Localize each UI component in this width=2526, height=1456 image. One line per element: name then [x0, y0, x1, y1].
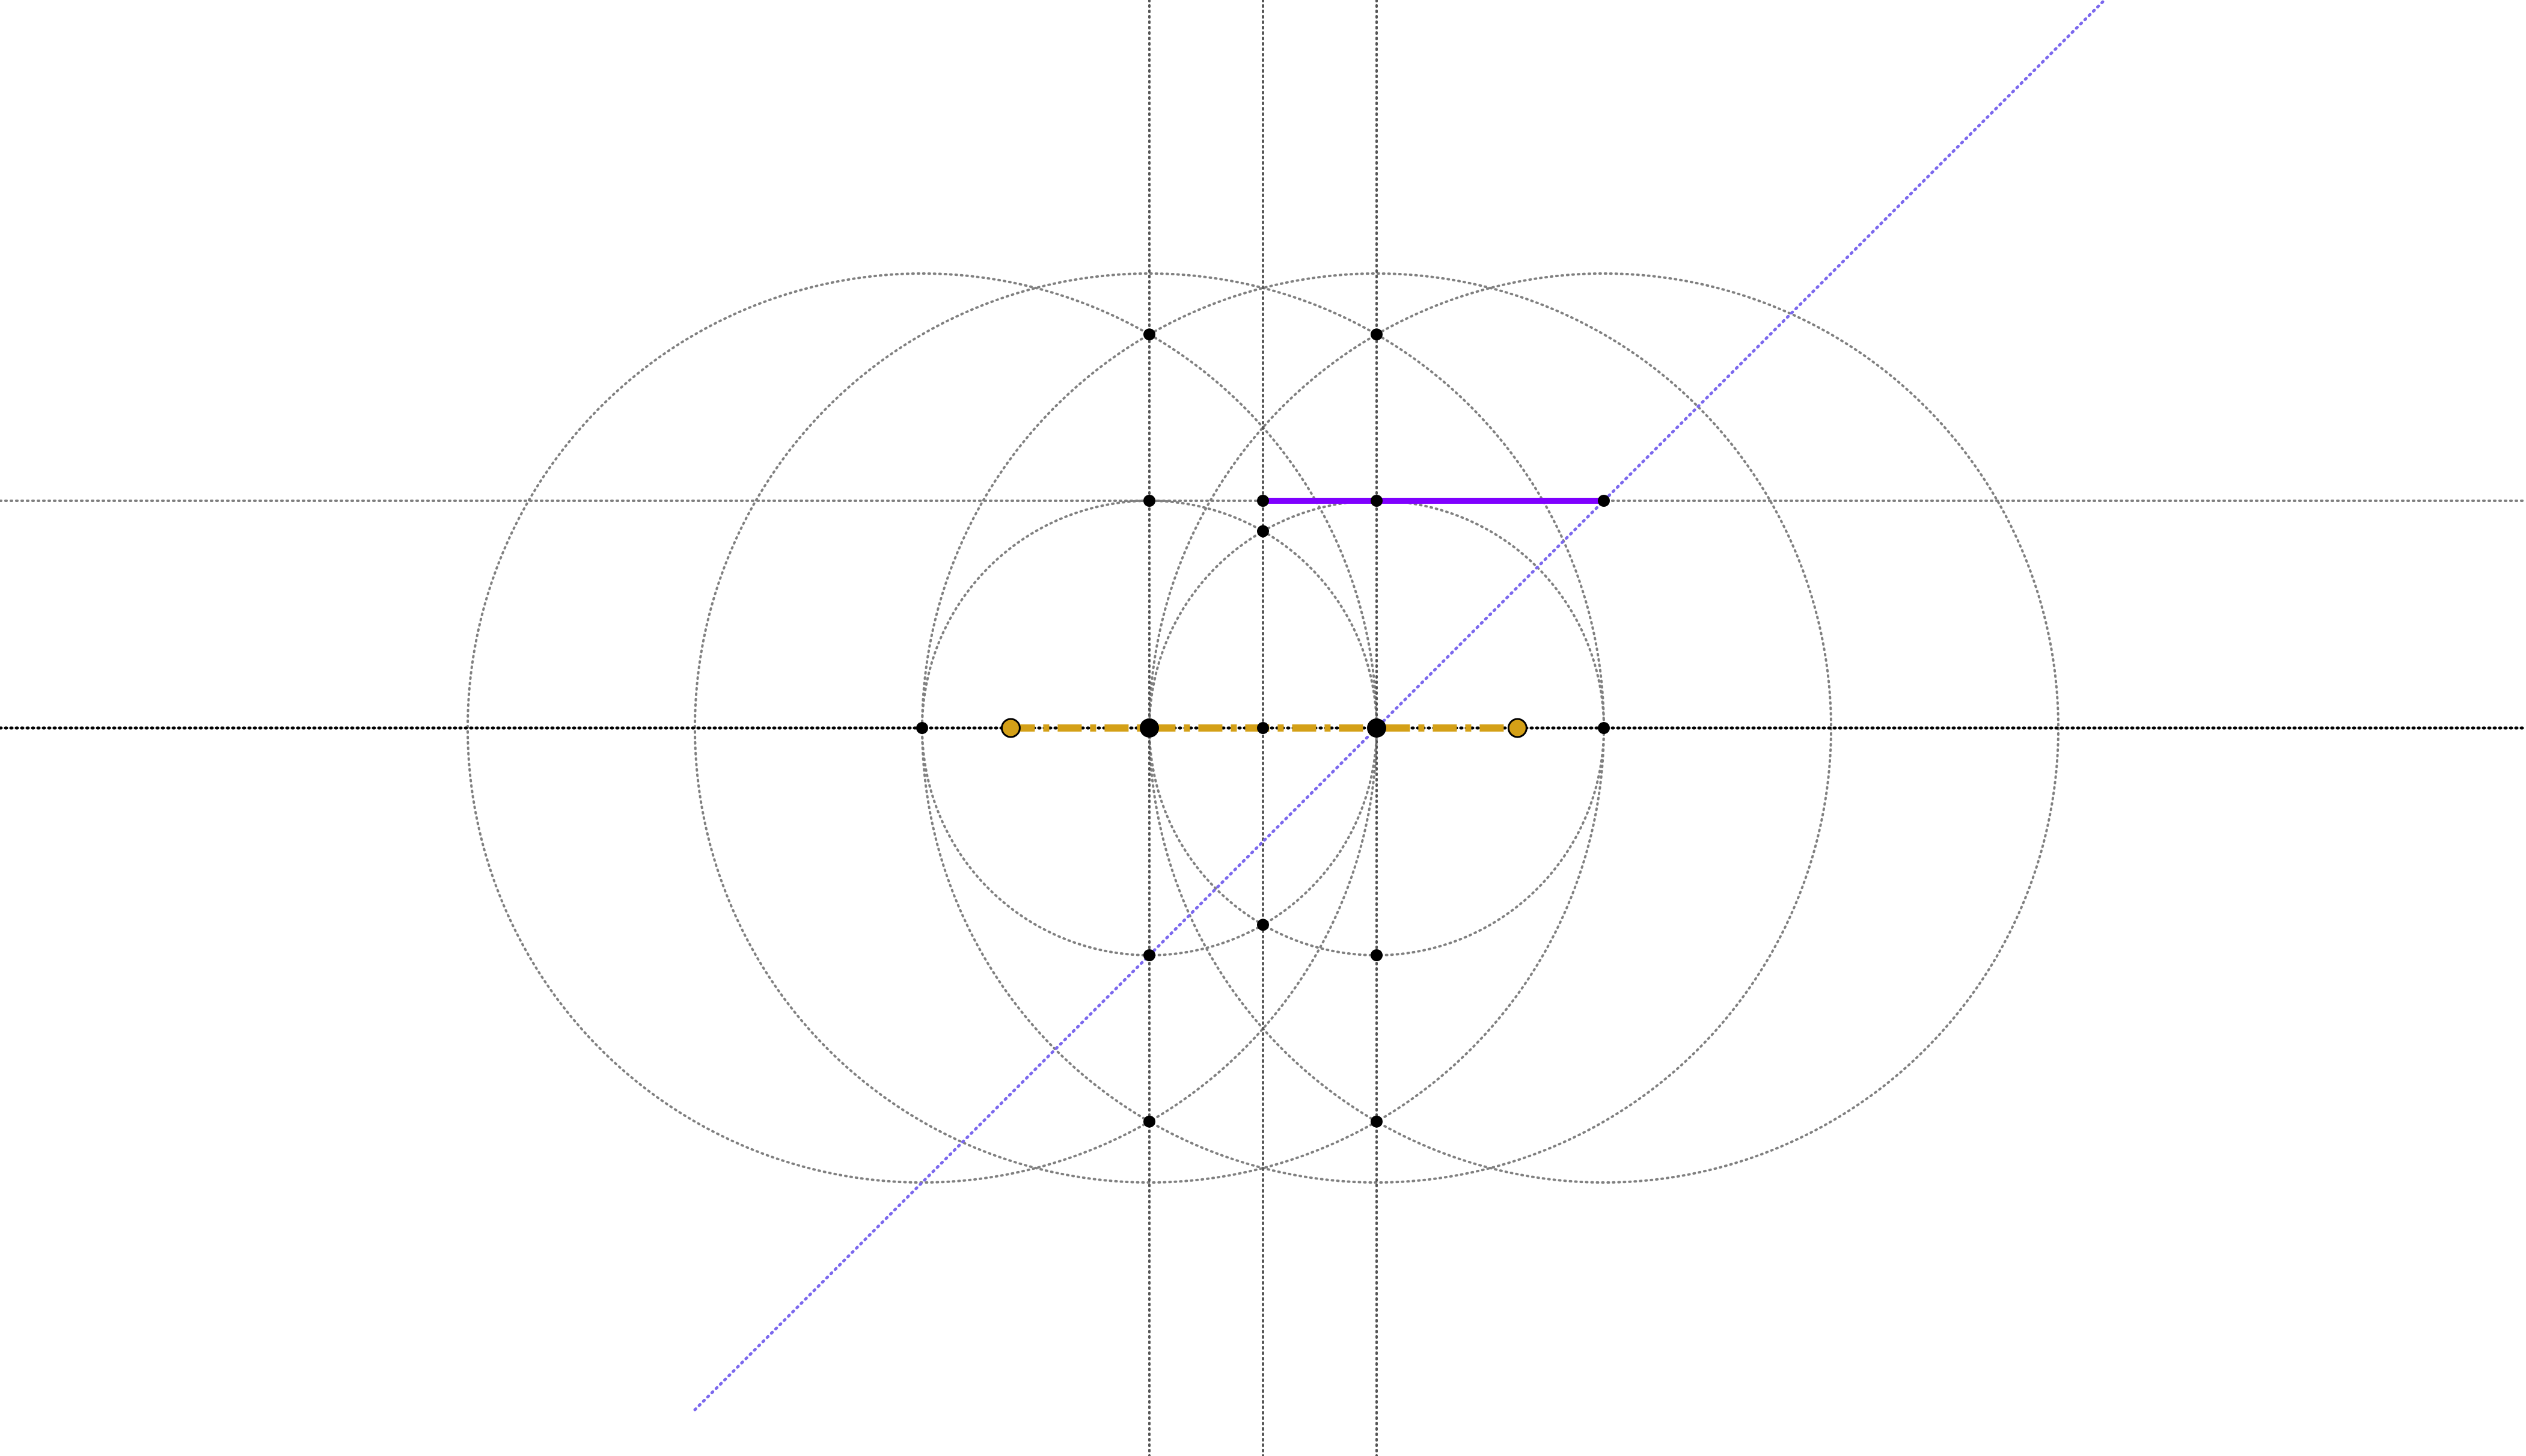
- highlighted-segments: [1011, 498, 1607, 732]
- construction-point-13: [1371, 949, 1383, 961]
- construction-point-3: [1257, 722, 1269, 734]
- construction-point-9: [1598, 495, 1610, 507]
- center-point-2: [1367, 718, 1386, 738]
- gold-point-2: [1507, 718, 1528, 738]
- construction-point-15: [1371, 328, 1383, 341]
- construction-point-8: [1371, 495, 1383, 507]
- construction-point-6: [1143, 495, 1155, 507]
- construction-point-14: [1143, 328, 1155, 341]
- construction-point-10: [1257, 525, 1269, 537]
- construction-point-5: [1598, 722, 1610, 734]
- construction-point-16: [1143, 1115, 1155, 1128]
- construction-point-12: [1143, 949, 1155, 961]
- construction-point-11: [1257, 919, 1269, 931]
- diagonal-line: [693, 0, 2107, 1412]
- construction-point-7: [1257, 495, 1269, 507]
- center-point-1: [1140, 718, 1159, 738]
- gold-point-1: [1000, 718, 1021, 738]
- construction-point-1: [916, 722, 928, 734]
- construction-points: [916, 328, 1610, 1128]
- construction-point-17: [1371, 1115, 1383, 1128]
